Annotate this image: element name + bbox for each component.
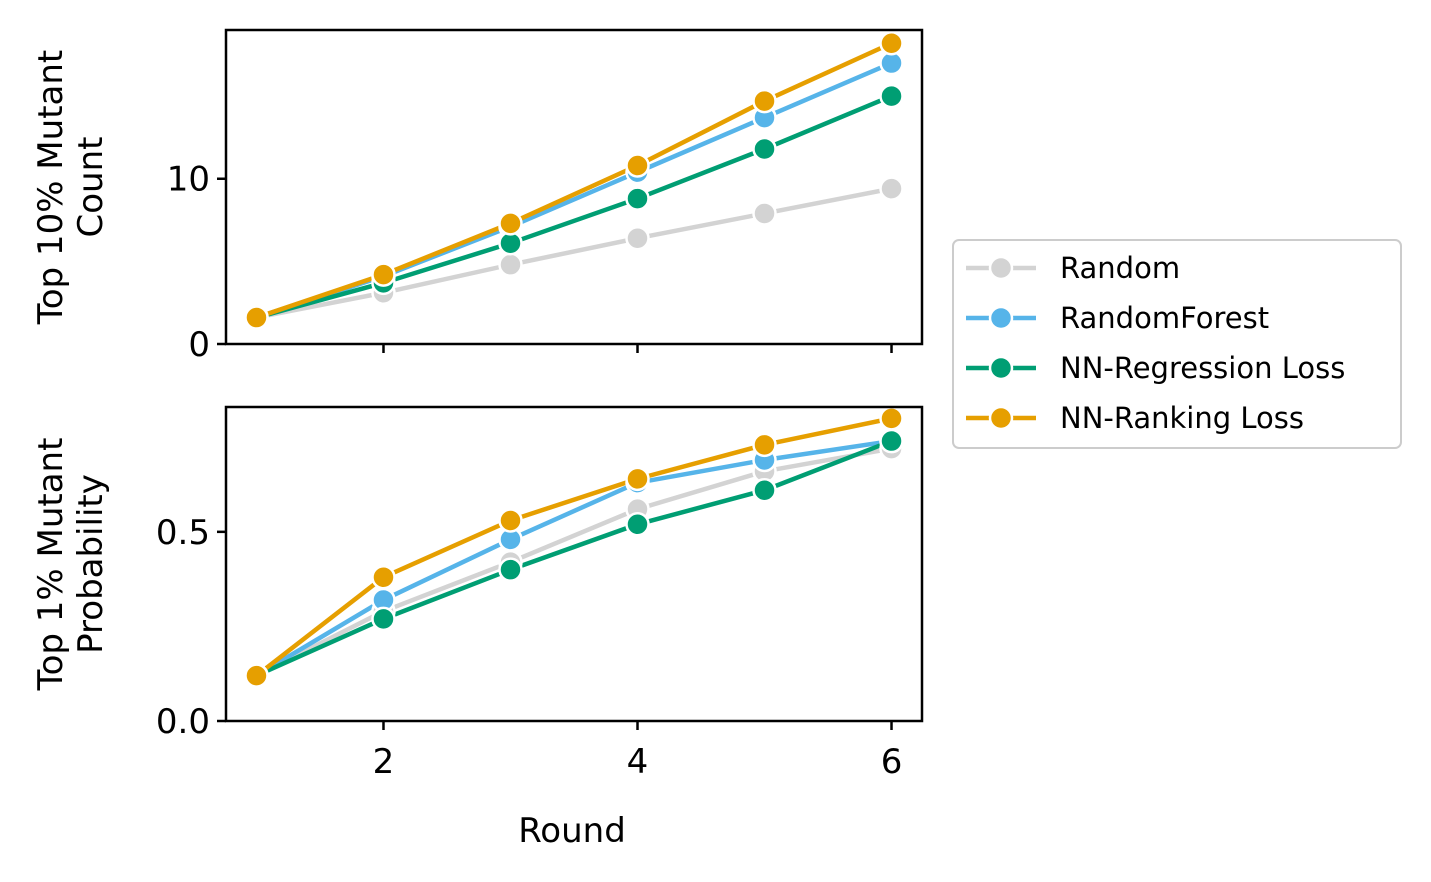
data-point bbox=[625, 153, 650, 178]
data-point bbox=[498, 557, 523, 582]
subplot-1: 0 10 Top 10% Mutant Count bbox=[31, 28, 924, 365]
legend: Random RandomForest NN-Regression Loss NN-R… bbox=[952, 239, 1402, 449]
y-tick-label: 0.0 bbox=[156, 702, 210, 742]
y-tick-label: 10 bbox=[167, 160, 210, 200]
y-axis-label: Top 1% Mutant bbox=[31, 438, 71, 692]
data-point bbox=[371, 564, 396, 590]
data-point bbox=[625, 186, 650, 211]
series-line-random bbox=[256, 186, 892, 320]
y-tick-label: 0 bbox=[188, 325, 210, 365]
data-point bbox=[752, 477, 777, 503]
data-point bbox=[625, 466, 650, 492]
legend-label: RandomForest bbox=[1060, 301, 1269, 335]
data-point bbox=[371, 262, 396, 287]
data-point bbox=[498, 252, 523, 277]
data-point bbox=[879, 83, 904, 109]
x-tick-label: 4 bbox=[627, 742, 649, 782]
axes-frame bbox=[224, 405, 924, 723]
series-line-random bbox=[255, 446, 892, 678]
data-point bbox=[498, 508, 523, 533]
y-tick-label: 0.5 bbox=[156, 513, 210, 553]
data-point bbox=[498, 211, 523, 236]
data-point bbox=[371, 606, 396, 632]
series-line-nn-regression-loss bbox=[255, 438, 893, 678]
data-point bbox=[625, 225, 650, 251]
x-tick-label: 6 bbox=[881, 742, 903, 782]
x-axis-label: Round bbox=[518, 811, 626, 851]
data-point bbox=[244, 305, 269, 330]
legend-label: NN-Ranking Loss bbox=[1060, 401, 1304, 435]
legend-label: NN-Regression Loss bbox=[1060, 351, 1345, 385]
legend-marker bbox=[988, 405, 1014, 431]
y-axis-label: Count bbox=[71, 137, 111, 238]
series-line-nn-ranking-loss bbox=[255, 41, 893, 320]
x-tick-label: 2 bbox=[373, 742, 395, 782]
data-point bbox=[879, 176, 904, 201]
data-point bbox=[625, 512, 650, 537]
series-line-randomforest bbox=[255, 60, 893, 320]
subplot-2: 0.0 0.5 2 4 6 Top 1% Mutant Probability Round bbox=[31, 405, 924, 851]
series-line-randomforest bbox=[255, 438, 892, 678]
data-point bbox=[879, 406, 904, 431]
data-point bbox=[244, 663, 269, 688]
legend-box bbox=[952, 239, 1402, 449]
data-point bbox=[752, 201, 777, 226]
data-point bbox=[752, 88, 777, 114]
legend-label: Random bbox=[1060, 251, 1180, 285]
data-point bbox=[752, 136, 777, 162]
series-line-nn-regression-loss bbox=[255, 94, 893, 320]
legend-marker bbox=[988, 355, 1014, 381]
data-point bbox=[752, 432, 777, 458]
series-line-nn-ranking-loss bbox=[255, 416, 892, 678]
axes-frame bbox=[224, 28, 924, 346]
y-axis-label: Top 10% Mutant bbox=[31, 50, 71, 326]
legend-marker bbox=[988, 305, 1014, 331]
y-axis-label: Probability bbox=[71, 474, 111, 654]
data-point bbox=[879, 30, 904, 56]
data-point bbox=[879, 428, 904, 454]
legend-marker bbox=[988, 255, 1014, 281]
